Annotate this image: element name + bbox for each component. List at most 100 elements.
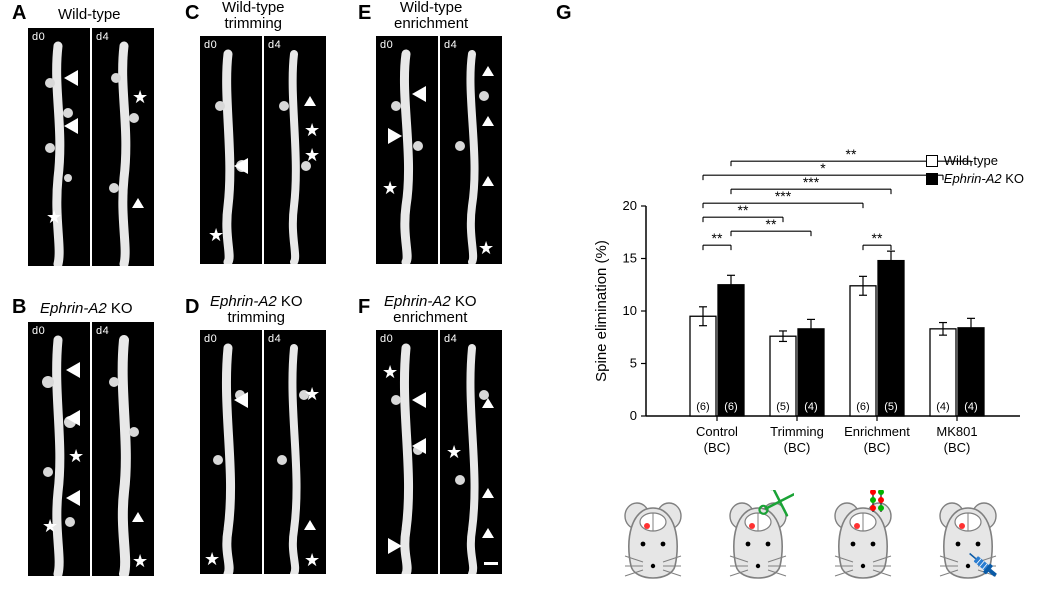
dendrite-f-d0: d0 ★ <box>376 330 438 574</box>
dendrite-c-d0: d0 ★ <box>200 36 262 264</box>
svg-text:20: 20 <box>623 198 637 213</box>
legend-row-ko: Ephrin-A2 KO <box>926 170 1024 188</box>
legend-ko-italic: Ephrin-A2 <box>944 171 1002 186</box>
dendrite-svg: ★ <box>376 330 438 574</box>
dendrite-pair-f: d0 ★ d4 ★ <box>376 330 502 574</box>
dendrite-b-d4: d4 ★ <box>92 322 154 576</box>
panel-title-e-sub: enrichment <box>394 15 468 32</box>
panel-title-f-plain: KO <box>451 293 477 310</box>
panel-title-b-italic: Ephrin-A2 <box>40 300 107 317</box>
dendrite-svg: ★ <box>376 36 438 264</box>
svg-text:Enrichment: Enrichment <box>844 424 910 439</box>
svg-text:★: ★ <box>446 442 462 462</box>
svg-text:(4): (4) <box>804 401 817 413</box>
svg-text:(5): (5) <box>884 401 897 413</box>
mouse-cell-mk801 <box>923 490 1013 586</box>
chart-area: 0 5 10 15 20 Spine elimination (%) (6) (6) Contr… <box>590 30 1030 530</box>
panel-title-d-sub: trimming <box>228 309 286 326</box>
svg-text:★: ★ <box>204 549 220 569</box>
svg-text:★: ★ <box>132 87 148 107</box>
mouse-cell-enrichment <box>818 490 908 586</box>
svg-text:*: * <box>820 160 826 176</box>
dendrite-svg: ★ <box>200 330 262 574</box>
dendrite-b-d0: d0 ★ ★ <box>28 322 90 576</box>
panel-title-f: Ephrin-A2 KO enrichment <box>384 294 477 326</box>
svg-text:0: 0 <box>630 408 637 423</box>
svg-text:**: ** <box>846 146 857 162</box>
panel-title-c-plain: Wild-type <box>222 0 285 16</box>
dendrite-svg: ★ <box>92 322 154 576</box>
dendrite-d-d4: d4 ★ ★ <box>264 330 326 574</box>
legend-swatch-wt <box>926 155 938 167</box>
svg-text:(BC): (BC) <box>704 440 731 455</box>
svg-text:★: ★ <box>304 550 320 570</box>
dendrite-d-d0: d0 ★ <box>200 330 262 574</box>
mouse-icon <box>827 490 899 586</box>
svg-text:★: ★ <box>304 145 320 165</box>
svg-text:★: ★ <box>46 207 62 227</box>
svg-text:15: 15 <box>623 251 637 266</box>
panel-title-c-sub: trimming <box>225 15 283 32</box>
panel-title-c: Wild-type trimming <box>222 0 285 32</box>
mouse-icon <box>722 490 794 586</box>
panel-title-d-plain: KO <box>277 293 303 310</box>
panel-title-b: Ephrin-A2 KO <box>40 300 133 317</box>
mouse-icon <box>932 490 1004 586</box>
svg-text:(BC): (BC) <box>784 440 811 455</box>
chart-legend: Wild-type Ephrin-A2 KO <box>926 152 1024 188</box>
svg-text:10: 10 <box>623 303 637 318</box>
panel-label-c: C <box>185 2 199 25</box>
panel-title-e-plain: Wild-type <box>400 0 463 16</box>
svg-text:Spine elimination (%): Spine elimination (%) <box>593 240 610 382</box>
svg-text:**: ** <box>738 202 749 218</box>
svg-text:(BC): (BC) <box>944 440 971 455</box>
dendrite-pair-b: d0 ★ ★ d4 ★ <box>28 322 154 576</box>
dendrite-svg: ★ <box>440 36 502 264</box>
panel-label-f: F <box>358 296 370 319</box>
mouse-icon-row <box>600 490 1020 586</box>
svg-text:★: ★ <box>68 446 84 466</box>
dendrite-e-d4: d4 ★ <box>440 36 502 264</box>
dendrite-pair-e: d0 ★ d4 ★ <box>376 36 502 264</box>
figure-root: A Wild-type d0 ★ d4 ★ B <box>0 0 1050 594</box>
legend-swatch-ko <box>926 173 938 185</box>
svg-text:★: ★ <box>382 362 398 382</box>
dendrite-svg: ★ <box>200 36 262 264</box>
panel-title-e: Wild-type enrichment <box>394 0 468 32</box>
svg-text:***: *** <box>803 174 820 190</box>
svg-text:**: ** <box>766 216 777 232</box>
dendrite-svg: ★ <box>28 28 90 266</box>
panel-title-d-italic: Ephrin-A2 <box>210 293 277 310</box>
svg-text:★: ★ <box>478 238 494 258</box>
panel-title-a: Wild-type <box>58 6 121 23</box>
dendrite-svg: ★ <box>440 330 502 574</box>
bar-chart: 0 5 10 15 20 Spine elimination (%) (6) (6) Contr… <box>590 30 1030 530</box>
dendrite-svg: ★ ★ <box>28 322 90 576</box>
dendrite-svg: ★ ★ <box>264 330 326 574</box>
svg-text:(6): (6) <box>856 401 869 413</box>
mouse-cell-trimming <box>713 490 803 586</box>
panel-title-d: Ephrin-A2 KO trimming <box>210 294 303 326</box>
svg-text:(6): (6) <box>724 401 737 413</box>
mouse-icon <box>617 490 689 586</box>
svg-text:***: *** <box>775 188 792 204</box>
dendrite-pair-c: d0 ★ d4 ★ ★ <box>200 36 326 264</box>
panel-title-f-italic: Ephrin-A2 <box>384 293 451 310</box>
svg-text:Trimming: Trimming <box>770 424 824 439</box>
panel-label-b: B <box>12 296 26 319</box>
legend-label-wt: Wild-type <box>944 152 998 170</box>
panel-label-a: A <box>12 2 26 25</box>
panel-label-e: E <box>358 2 371 25</box>
dendrite-f-d4: d4 ★ <box>440 330 502 574</box>
svg-text:(BC): (BC) <box>864 440 891 455</box>
svg-text:(6): (6) <box>696 401 709 413</box>
svg-text:5: 5 <box>630 356 637 371</box>
svg-text:★: ★ <box>42 516 58 536</box>
svg-text:(4): (4) <box>964 401 977 413</box>
panel-title-b-plain: KO <box>107 300 133 317</box>
svg-text:Control: Control <box>696 424 738 439</box>
panel-title-f-sub: enrichment <box>393 309 467 326</box>
svg-text:**: ** <box>712 230 723 246</box>
mouse-cell-control <box>608 490 698 586</box>
svg-text:★: ★ <box>208 225 224 245</box>
